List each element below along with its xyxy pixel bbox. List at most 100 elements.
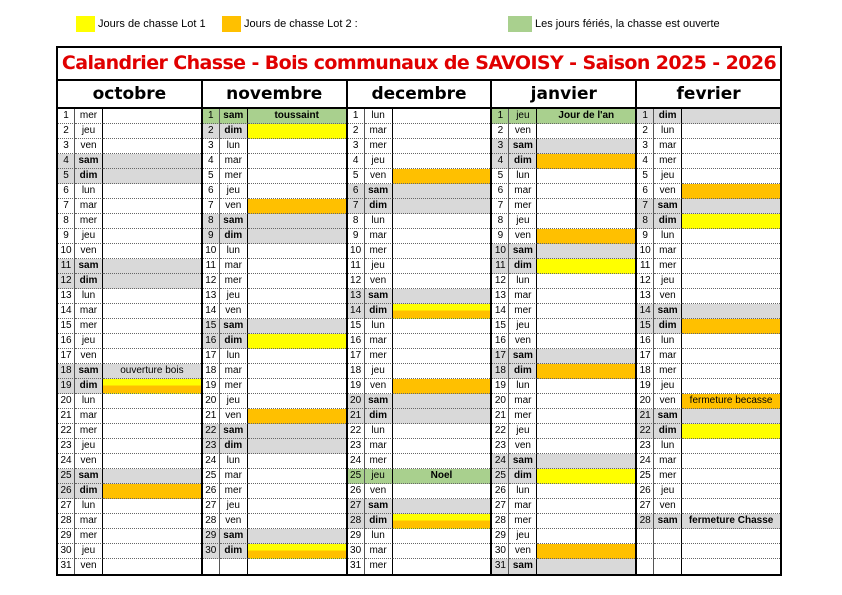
- day-note: [103, 334, 201, 349]
- day-note: [247, 139, 346, 154]
- weekday: mer: [654, 364, 683, 379]
- day-note: [537, 244, 636, 259]
- day-row: 7 sam: [637, 199, 780, 214]
- day-number: 10: [347, 244, 365, 259]
- weekday: jeu: [219, 499, 248, 514]
- weekday: mer: [364, 454, 393, 469]
- day-note: [247, 124, 346, 139]
- day-number: 20: [347, 394, 365, 409]
- month-fevrier: fevrier 1 dim 2 lun 3 mar 4 mer 5 jeu 6 ven 7 sam 8 dim 9…: [635, 81, 780, 574]
- day-note: [103, 229, 201, 244]
- day-number: 28: [637, 514, 655, 529]
- day-row: 26 dim: [58, 484, 201, 499]
- day-row: 7 dim: [347, 199, 491, 214]
- legend-lot1: Jours de chasse Lot 1: [76, 15, 206, 32]
- weekday: lun: [509, 169, 538, 184]
- day-row: 2 ven: [492, 124, 636, 139]
- day-row: 3 ven: [58, 139, 201, 154]
- day-row: 8 dim: [637, 214, 780, 229]
- day-note: [103, 559, 201, 574]
- weekday: jeu: [75, 124, 103, 139]
- weekday: dim: [654, 319, 683, 334]
- day-row: 28 mer: [492, 514, 636, 529]
- day-note: [103, 544, 201, 559]
- day-note: [392, 124, 491, 139]
- weekday: ven: [654, 394, 683, 409]
- weekday: jeu: [75, 544, 103, 559]
- day-row: 24 sam: [492, 454, 636, 469]
- weekday: dim: [219, 229, 248, 244]
- day-number: 9: [202, 229, 220, 244]
- day-note: [392, 289, 491, 304]
- weekday: ven: [219, 304, 248, 319]
- day-row: 25 dim: [492, 469, 636, 484]
- day-number: 7: [347, 199, 365, 214]
- day-note: [537, 184, 636, 199]
- day-number: 30: [202, 544, 220, 559]
- weekday: mar: [509, 499, 538, 514]
- weekday: mer: [365, 559, 393, 574]
- day-row: 27 sam: [347, 499, 491, 514]
- weekday: sam: [654, 199, 683, 214]
- weekday: dim: [219, 544, 248, 559]
- day-number: 28: [492, 514, 510, 529]
- day-row: 12 ven: [347, 274, 491, 289]
- day-row: 25 mar: [202, 469, 346, 484]
- weekday: ven: [509, 544, 538, 559]
- day-row: 11 mer: [637, 259, 780, 274]
- day-number: 26: [637, 484, 655, 499]
- weekday: sam: [509, 244, 538, 259]
- day-number: 15: [347, 319, 365, 334]
- day-row: 2 mar: [347, 124, 491, 139]
- day-note: [682, 199, 780, 214]
- day-note: [247, 154, 346, 169]
- day-number: 15: [58, 319, 75, 334]
- day-note: [103, 424, 201, 439]
- day-note: [682, 334, 780, 349]
- day-note: [682, 439, 780, 454]
- day-row: 29 jeu: [492, 529, 636, 544]
- day-number: 21: [58, 409, 75, 424]
- day-note: [103, 394, 201, 409]
- weekday: mer: [654, 154, 683, 169]
- day-note: Noel: [392, 469, 491, 484]
- day-row: 26 jeu: [637, 484, 780, 499]
- day-row: 20 lun: [58, 394, 201, 409]
- day-note: [537, 199, 636, 214]
- day-note: [537, 544, 636, 559]
- weekday: [220, 559, 248, 574]
- weekday: mer: [75, 109, 103, 124]
- day-number: 27: [492, 499, 510, 514]
- weekday: [654, 529, 683, 544]
- legend-swatch-lot1: [76, 15, 95, 32]
- day-note: [392, 529, 491, 544]
- day-note: [247, 364, 346, 379]
- day-number: 30: [492, 544, 510, 559]
- day-number: 9: [492, 229, 510, 244]
- weekday: ven: [75, 349, 103, 364]
- weekday: dim: [75, 484, 103, 499]
- day-number: 13: [637, 289, 655, 304]
- day-number: 27: [202, 499, 220, 514]
- day-row: 26 mer: [202, 484, 346, 499]
- day-number: 9: [347, 229, 365, 244]
- day-number: 29: [202, 529, 220, 544]
- legend-ferie: Les jours fériés, la chasse est ouverte: [508, 15, 720, 32]
- weekday: ven: [364, 274, 393, 289]
- day-note: [392, 349, 491, 364]
- day-row: 29 mer: [58, 529, 201, 544]
- day-row: 30 mar: [347, 544, 491, 559]
- weekday: jeu: [509, 424, 538, 439]
- day-note: [103, 169, 201, 184]
- day-row: 21 mer: [492, 409, 636, 424]
- day-number: 17: [202, 349, 220, 364]
- weekday: mar: [364, 544, 393, 559]
- day-row: 17 mar: [637, 349, 780, 364]
- day-row: 11 dim: [492, 259, 636, 274]
- weekday: sam: [654, 409, 683, 424]
- day-row: 8 lun: [347, 214, 491, 229]
- day-note: [103, 469, 201, 484]
- day-note: [392, 334, 491, 349]
- day-note: [103, 274, 201, 289]
- weekday: sam: [219, 214, 248, 229]
